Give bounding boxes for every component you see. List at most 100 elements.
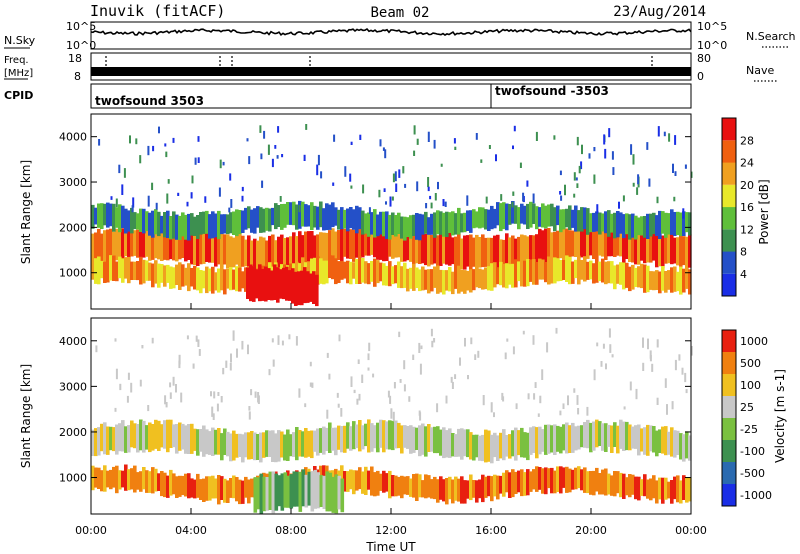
data-cell bbox=[607, 226, 611, 257]
data-cell bbox=[678, 354, 681, 361]
data-cell bbox=[202, 425, 206, 457]
data-cell bbox=[393, 382, 396, 389]
data-cell bbox=[657, 126, 660, 137]
data-cell bbox=[235, 433, 239, 458]
data-cell bbox=[565, 255, 569, 282]
data-cell bbox=[604, 224, 608, 260]
data-cell bbox=[403, 216, 407, 241]
data-cell bbox=[413, 150, 416, 156]
data-cell bbox=[319, 475, 324, 507]
data-cell bbox=[685, 236, 689, 271]
data-cell bbox=[277, 236, 281, 270]
data-cell bbox=[619, 472, 623, 498]
data-cell bbox=[211, 406, 214, 417]
data-cell bbox=[397, 226, 401, 258]
data-cell bbox=[103, 465, 107, 492]
data-cell bbox=[229, 173, 232, 181]
data-cell bbox=[288, 334, 291, 340]
data-cell bbox=[310, 471, 315, 512]
data-cell bbox=[114, 407, 117, 412]
data-cell bbox=[241, 235, 245, 267]
data-cell bbox=[202, 211, 206, 234]
data-cell bbox=[262, 432, 266, 458]
data-cell bbox=[640, 479, 644, 496]
data-cell bbox=[529, 259, 533, 282]
data-cell bbox=[595, 259, 599, 283]
data-cell bbox=[682, 268, 686, 293]
colorbar-segment bbox=[722, 207, 736, 230]
data-cell bbox=[326, 409, 329, 419]
data-cell bbox=[271, 158, 274, 168]
data-cell bbox=[568, 205, 572, 230]
data-cell bbox=[661, 235, 665, 269]
data-cell bbox=[501, 392, 504, 400]
data-cell bbox=[499, 432, 503, 459]
data-cell bbox=[574, 259, 578, 279]
data-cell bbox=[254, 391, 257, 398]
data-cell bbox=[637, 227, 641, 265]
data-cell bbox=[301, 235, 305, 268]
data-cell bbox=[670, 209, 674, 235]
data-cell bbox=[388, 214, 392, 240]
data-cell bbox=[586, 261, 590, 280]
data-cell bbox=[214, 478, 218, 499]
colorbar-segment bbox=[722, 251, 736, 274]
data-cell bbox=[451, 271, 455, 295]
nsearch-label: N.Search bbox=[746, 30, 796, 43]
data-cell bbox=[129, 135, 131, 144]
data-cell bbox=[238, 210, 242, 235]
data-cell bbox=[553, 257, 557, 284]
data-cell bbox=[326, 352, 329, 358]
colorbar-tick-label: 28 bbox=[740, 134, 754, 147]
data-cell bbox=[322, 208, 326, 231]
velocity-heatmap bbox=[91, 327, 693, 514]
data-cell bbox=[219, 159, 222, 169]
data-cell bbox=[611, 354, 614, 358]
data-cell bbox=[571, 469, 575, 490]
data-cell bbox=[484, 209, 488, 230]
data-cell bbox=[165, 151, 168, 158]
data-cell bbox=[394, 475, 398, 497]
data-cell bbox=[268, 235, 272, 268]
data-cell bbox=[262, 237, 266, 271]
data-cell bbox=[91, 204, 95, 229]
data-cell bbox=[397, 476, 401, 496]
data-cell bbox=[529, 427, 533, 455]
data-cell bbox=[109, 228, 113, 263]
data-cell bbox=[541, 369, 544, 380]
data-cell bbox=[517, 207, 521, 230]
data-cell bbox=[385, 421, 389, 450]
data-cell bbox=[436, 210, 440, 235]
data-cell bbox=[415, 473, 419, 501]
data-cell bbox=[141, 345, 144, 349]
data-cell bbox=[343, 228, 347, 257]
data-cell bbox=[357, 359, 360, 364]
data-cell bbox=[282, 267, 286, 300]
data-cell bbox=[103, 230, 107, 265]
data-cell bbox=[634, 215, 638, 240]
data-cell bbox=[343, 425, 347, 453]
data-cell bbox=[424, 233, 428, 266]
data-cell bbox=[652, 212, 656, 235]
data-cell bbox=[550, 260, 554, 284]
data-cell bbox=[514, 238, 518, 269]
data-cell bbox=[526, 469, 530, 496]
data-cell bbox=[440, 163, 443, 167]
data-cell bbox=[646, 213, 650, 239]
data-cell bbox=[112, 255, 116, 281]
data-cell bbox=[372, 373, 375, 378]
colorbar-tick-label: 8 bbox=[740, 246, 747, 259]
data-cell bbox=[430, 213, 434, 235]
data-cell bbox=[100, 423, 104, 452]
data-cell bbox=[130, 207, 134, 234]
data-cell bbox=[511, 201, 515, 224]
data-cell bbox=[406, 476, 410, 495]
data-cell bbox=[358, 420, 362, 452]
data-cell bbox=[667, 431, 671, 455]
data-cell bbox=[431, 340, 434, 348]
data-cell bbox=[472, 434, 476, 461]
data-cell bbox=[541, 429, 545, 452]
data-cell bbox=[244, 432, 248, 458]
data-cell bbox=[147, 405, 150, 412]
data-cell bbox=[574, 426, 578, 451]
